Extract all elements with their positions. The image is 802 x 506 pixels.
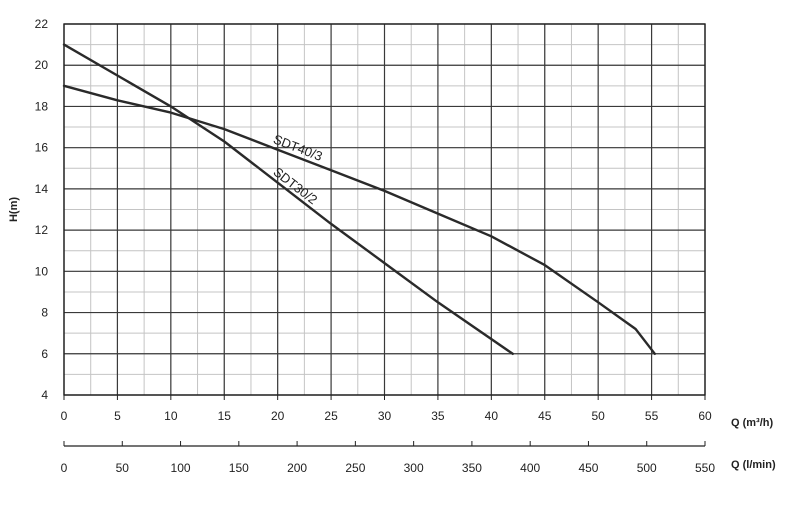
x-tick-label: 30: [378, 409, 392, 423]
x2-axis: 0 50 100 150 200 250 300 350 400 450 500 550 Q (l/mi…: [61, 441, 776, 475]
x-tick-label: 55: [645, 409, 659, 423]
x-tick-label: 20: [271, 409, 285, 423]
x-tick-label: 10: [164, 409, 178, 423]
x-tick-label: 35: [431, 409, 445, 423]
x2-tick-label: 0: [61, 461, 68, 475]
x2-tick-label: 100: [171, 461, 191, 475]
y-axis-title: H(m): [8, 197, 20, 222]
y-tick-label: 18: [35, 99, 49, 113]
series-line-1: [62, 84, 656, 355]
x2-tick-label: 400: [520, 461, 540, 475]
x-tick-label: 5: [114, 409, 121, 423]
y-tick-label: 4: [41, 388, 48, 402]
x-tick-label: 50: [591, 409, 605, 423]
y-tick-label: 20: [35, 58, 49, 72]
x-tick-label: 60: [698, 409, 712, 423]
x2-tick-label: 300: [404, 461, 424, 475]
y-tick-label: 8: [41, 306, 48, 320]
x2-tick-label: 200: [287, 461, 307, 475]
x2-tick-label: 50: [116, 461, 130, 475]
y-axis: 4 6 8 10 12 14 16 18 20 22 H(m): [8, 17, 48, 402]
x-tick-label: 25: [324, 409, 338, 423]
y-tick-label: 16: [35, 141, 49, 155]
series-line-2: [62, 43, 514, 355]
x-tick-label: 0: [61, 409, 68, 423]
x2-tick-label: 350: [462, 461, 482, 475]
y-tick-label: 22: [35, 17, 49, 31]
x2-tick-label: 450: [578, 461, 598, 475]
y-tick-label: 12: [35, 223, 49, 237]
x-axis: 0 5 10 15 20 25 30 35 40 45 50 55 60 Q (m³/h): [61, 395, 773, 429]
x2-tick-label: 500: [637, 461, 657, 475]
x2-tick-label: 550: [695, 461, 715, 475]
x-tick-label: 15: [218, 409, 232, 423]
x-axis-title: Q (m³/h): [731, 417, 773, 429]
x2-tick-label: 150: [229, 461, 249, 475]
y-tick-label: 14: [35, 182, 49, 196]
y-tick-label: 10: [35, 264, 49, 278]
y-tick-label: 6: [41, 347, 48, 361]
series-label-1: SDT40/3: [271, 131, 324, 163]
x2-tick-label: 250: [345, 461, 365, 475]
x-tick-label: 40: [485, 409, 499, 423]
x2-axis-title: Q (l/min): [731, 459, 776, 471]
x-tick-label: 45: [538, 409, 552, 423]
